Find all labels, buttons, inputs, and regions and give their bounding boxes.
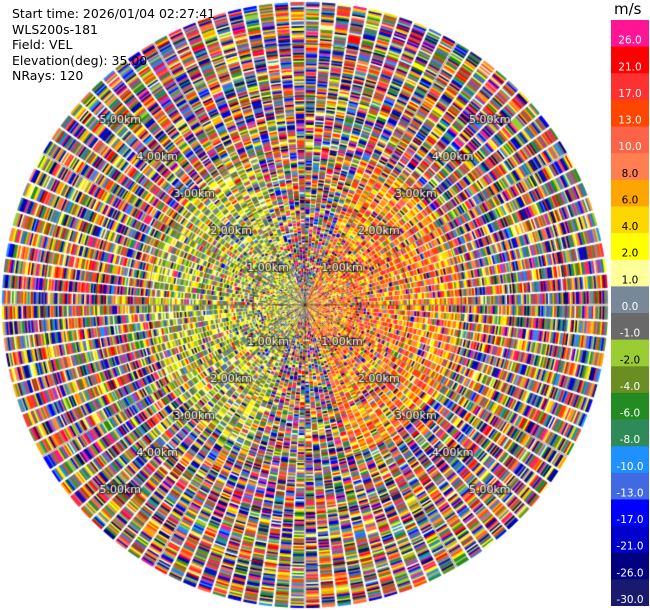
colorbar: 26.0 21.0 17.0 13.0 10.0 8.0 6.0 4.0 2.0 1.0 0.0 -1… xyxy=(611,20,649,606)
colorbar-tick-label: 1.0 xyxy=(622,274,639,286)
colorbar-tick-label: 0.0 xyxy=(622,301,639,313)
colorbar-tick-label: 21.0 xyxy=(618,61,641,73)
start-time-label: Start time: 2026/01/04 02:27:41 xyxy=(12,6,216,21)
colorbar-swatch xyxy=(611,233,649,261)
colorbar-swatch xyxy=(611,286,649,314)
colorbar-tick-label: -8.0 xyxy=(620,434,641,446)
scan-info: Start time: 2026/01/04 02:27:41 WLS200s-… xyxy=(12,6,215,84)
colorbar-tick-label: -10.0 xyxy=(616,461,643,473)
colorbar-tick-label: -1.0 xyxy=(620,328,641,340)
colorbar-tick-label: -13.0 xyxy=(616,487,643,499)
colorbar-tick-label: 26.0 xyxy=(618,35,641,47)
colorbar-tick-label: -4.0 xyxy=(620,381,641,393)
colorbar-swatch xyxy=(611,552,649,580)
elevation-label: Elevation(deg): 35.00 xyxy=(12,52,148,68)
colorbar-tick-label: -21.0 xyxy=(616,541,643,553)
ppi-velocity-plot xyxy=(0,0,610,610)
colorbar-swatch xyxy=(611,126,649,154)
colorbar-swatch xyxy=(611,179,649,207)
colorbar-swatch xyxy=(611,73,649,101)
colorbar-tick-label: -2.0 xyxy=(620,354,641,366)
colorbar-tick-label: -17.0 xyxy=(616,514,643,526)
colorbar-swatch xyxy=(611,419,649,447)
colorbar-swatch xyxy=(611,20,649,48)
colorbar-tick-label: 10.0 xyxy=(618,141,641,153)
colorbar-tick-label: 4.0 xyxy=(622,221,639,233)
colorbar-swatch xyxy=(611,446,649,474)
colorbar-swatch xyxy=(611,153,649,181)
nrays-label: NRays: 120 xyxy=(12,68,84,83)
colorbar-swatch xyxy=(611,99,649,128)
colorbar-swatch xyxy=(611,579,649,606)
colorbar-swatch xyxy=(611,366,649,394)
colorbar-tick-label: -26.0 xyxy=(616,567,643,579)
field-label: Field: VEL xyxy=(12,37,73,52)
colorbar-swatch xyxy=(611,392,649,421)
colorbar-swatch xyxy=(611,339,649,367)
colorbar-swatch xyxy=(611,46,649,74)
colorbar-tick-label: 13.0 xyxy=(618,115,641,127)
instrument-label: WLS200s-181 xyxy=(12,21,98,37)
colorbar-tick-label: -6.0 xyxy=(620,408,641,420)
colorbar-tick-label: -30.0 xyxy=(616,594,643,606)
colorbar-tick-label: 2.0 xyxy=(622,248,639,260)
colorbar-tick-label: 6.0 xyxy=(622,194,639,206)
colorbar-swatch xyxy=(611,472,649,500)
colorbar-swatch xyxy=(611,313,649,341)
colorbar-tick-label: 8.0 xyxy=(622,168,639,180)
colorbar-swatch xyxy=(611,206,649,234)
colorbar-swatch xyxy=(611,259,649,287)
colorbar-unit: m/s xyxy=(614,0,642,18)
colorbar-swatch xyxy=(611,499,649,527)
colorbar-swatch xyxy=(611,526,649,554)
colorbar-tick-label: 17.0 xyxy=(618,88,641,100)
